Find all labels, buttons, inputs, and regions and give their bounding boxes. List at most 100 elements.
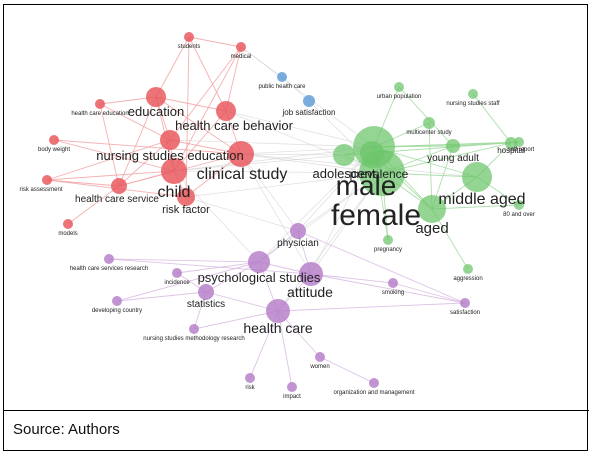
node-label-body-weight: body weight (38, 147, 70, 153)
node-attitude[interactable] (299, 262, 323, 286)
edge-education-health_care_service (118, 96, 157, 187)
node-public-health-care[interactable] (277, 72, 287, 82)
node-label-nursing-studies-education: nursing studies education (96, 148, 243, 163)
node-job-satisfaction[interactable] (303, 95, 315, 107)
edge-child-female (173, 170, 383, 174)
node-middle-aged[interactable] (462, 162, 492, 192)
node-models[interactable] (63, 219, 73, 229)
figure-caption: Source: Authors (13, 421, 120, 438)
node-risk-factor[interactable] (177, 188, 195, 206)
edge-health_care-risk (249, 310, 279, 379)
node-organization-and-management[interactable] (369, 378, 379, 388)
node-label-80-and-over: 80 and over (503, 212, 535, 218)
node-label-statistics: statistics (187, 299, 225, 310)
node-satisfaction[interactable] (460, 298, 470, 308)
edge-medical-nursing_studies_education (169, 46, 242, 141)
node-smoking[interactable] (388, 278, 398, 288)
node-label-job-satisfaction: job satisfaction (282, 108, 336, 117)
node-urban-population[interactable] (394, 82, 404, 92)
node-aggression[interactable] (463, 264, 473, 274)
node-label-attitude: attitude (287, 284, 333, 300)
edge-students-education (155, 36, 190, 98)
edge-education-clinical_study (155, 96, 242, 155)
edge-clinical_study-physician (240, 153, 299, 232)
node-label-child: child (158, 184, 191, 201)
edge-health_care_education-health_care_service (99, 103, 120, 187)
node-developing-country[interactable] (112, 296, 122, 306)
node-nursing-studies-methodology-research[interactable] (189, 324, 199, 334)
node-students[interactable] (184, 32, 194, 42)
node-label-self-report: self report (508, 147, 535, 153)
node-clinical-study[interactable] (228, 141, 254, 167)
node-health-care-service[interactable] (111, 178, 127, 194)
node-label-nursing-studies-methodology-research: nursing studies methodology research (143, 336, 244, 342)
node-label-multicenter-study: multicenter study (406, 130, 451, 136)
node-statistics[interactable] (198, 284, 214, 300)
edge-medical-child (173, 46, 242, 172)
node-label-women: women (309, 364, 329, 370)
node-label-incidence: incidence (164, 280, 190, 286)
node-label-impact: impact (283, 394, 301, 400)
node-label-risk-assessment: risk assessment (19, 187, 62, 193)
edge-urban_population-young_adult (398, 86, 454, 147)
edge-psychological_studies-female (258, 172, 383, 263)
node-label-female: female (331, 199, 421, 232)
edge-health_care-nursing_studies_methodology_research (193, 310, 279, 330)
node-label-aggression: aggression (453, 276, 482, 282)
node-physician[interactable] (290, 223, 306, 239)
node-young-adult[interactable] (446, 139, 460, 153)
figure-frame (3, 4, 588, 451)
node-nursing-studies-education[interactable] (160, 130, 180, 150)
node-label-middle-aged: middle aged (438, 191, 525, 208)
node-label-nursing-studies-staff: nursing studies staff (446, 101, 500, 107)
node-pregnancy[interactable] (383, 235, 393, 245)
node-incidence[interactable] (172, 268, 182, 278)
node-nursing-studies-staff[interactable] (468, 89, 478, 99)
node-self-report[interactable] (514, 137, 524, 147)
edge-students-health_care_behavior (188, 36, 227, 112)
node-health-care-behavior[interactable] (216, 101, 236, 121)
node-prevalence[interactable] (360, 141, 384, 165)
caption-divider (3, 410, 589, 411)
node-risk-assessment[interactable] (42, 175, 52, 185)
node-adolescent[interactable] (333, 144, 355, 166)
node-aged[interactable] (418, 195, 446, 223)
edge-public_health_care-medical (240, 46, 283, 78)
node-hospital[interactable] (505, 137, 517, 149)
node-label-clinical-study: clinical study (197, 166, 288, 183)
node-label-education: education (128, 104, 184, 119)
node-body-weight[interactable] (49, 135, 59, 145)
node-80-and-over[interactable] (514, 200, 524, 210)
edge-incidence-psychological_studies (176, 261, 260, 274)
node-label-public-health-care: public health care (258, 84, 306, 90)
node-risk[interactable] (245, 373, 255, 383)
node-health-care-education[interactable] (95, 99, 105, 109)
node-psychological-studies[interactable] (248, 251, 270, 273)
edge-health_care-female (277, 172, 383, 312)
node-label-health-care-services-research: health care services research (70, 266, 148, 272)
edge-risk_assessment-nursing_studies_education (46, 139, 171, 181)
node-label-models: models (58, 231, 77, 237)
edge-health_care_services_research-attitude (108, 258, 312, 275)
node-label-health-care: health care (243, 320, 312, 336)
edge-developing_country-psychological_studies (116, 261, 260, 302)
edge-medical-health_care_behavior (225, 46, 242, 112)
node-label-health-care-behavior: health care behavior (175, 118, 293, 133)
node-label-risk: risk (245, 385, 255, 391)
node-label-young-adult: young adult (427, 153, 479, 164)
node-multicenter-study[interactable] (423, 117, 435, 129)
node-label-psychological-studies: psychological studies (198, 270, 321, 285)
node-label-health-care-service: health care service (75, 194, 159, 205)
node-impact[interactable] (287, 382, 297, 392)
node-label-hospital: hospital (497, 146, 525, 155)
node-women[interactable] (315, 352, 325, 362)
node-health-care[interactable] (266, 299, 290, 323)
node-education[interactable] (146, 87, 166, 107)
edge-models-health_care_service (67, 185, 120, 225)
node-label-pregnancy: pregnancy (374, 247, 402, 253)
edge-clinical_study-middle_aged (240, 153, 478, 178)
node-label-prevalence: prevalence (350, 167, 409, 181)
node-child[interactable] (161, 158, 187, 184)
node-medical[interactable] (236, 42, 246, 52)
node-health-care-services-research[interactable] (104, 254, 114, 264)
